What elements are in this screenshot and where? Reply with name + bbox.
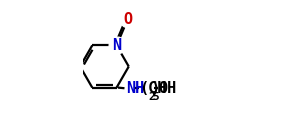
Text: (CH: (CH: [140, 81, 167, 96]
Text: OH: OH: [158, 81, 177, 96]
Text: 2: 2: [148, 92, 155, 102]
Text: N: N: [112, 38, 121, 53]
Text: ): ): [150, 81, 159, 96]
Text: NH: NH: [127, 81, 145, 96]
Text: 5: 5: [152, 92, 159, 102]
Text: O: O: [123, 12, 132, 27]
